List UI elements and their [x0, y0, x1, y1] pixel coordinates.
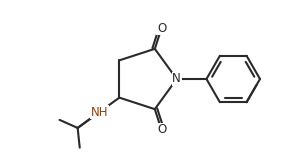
Text: N: N — [172, 73, 181, 86]
Text: O: O — [157, 22, 166, 35]
Text: NH: NH — [91, 106, 108, 119]
Text: O: O — [157, 123, 166, 136]
